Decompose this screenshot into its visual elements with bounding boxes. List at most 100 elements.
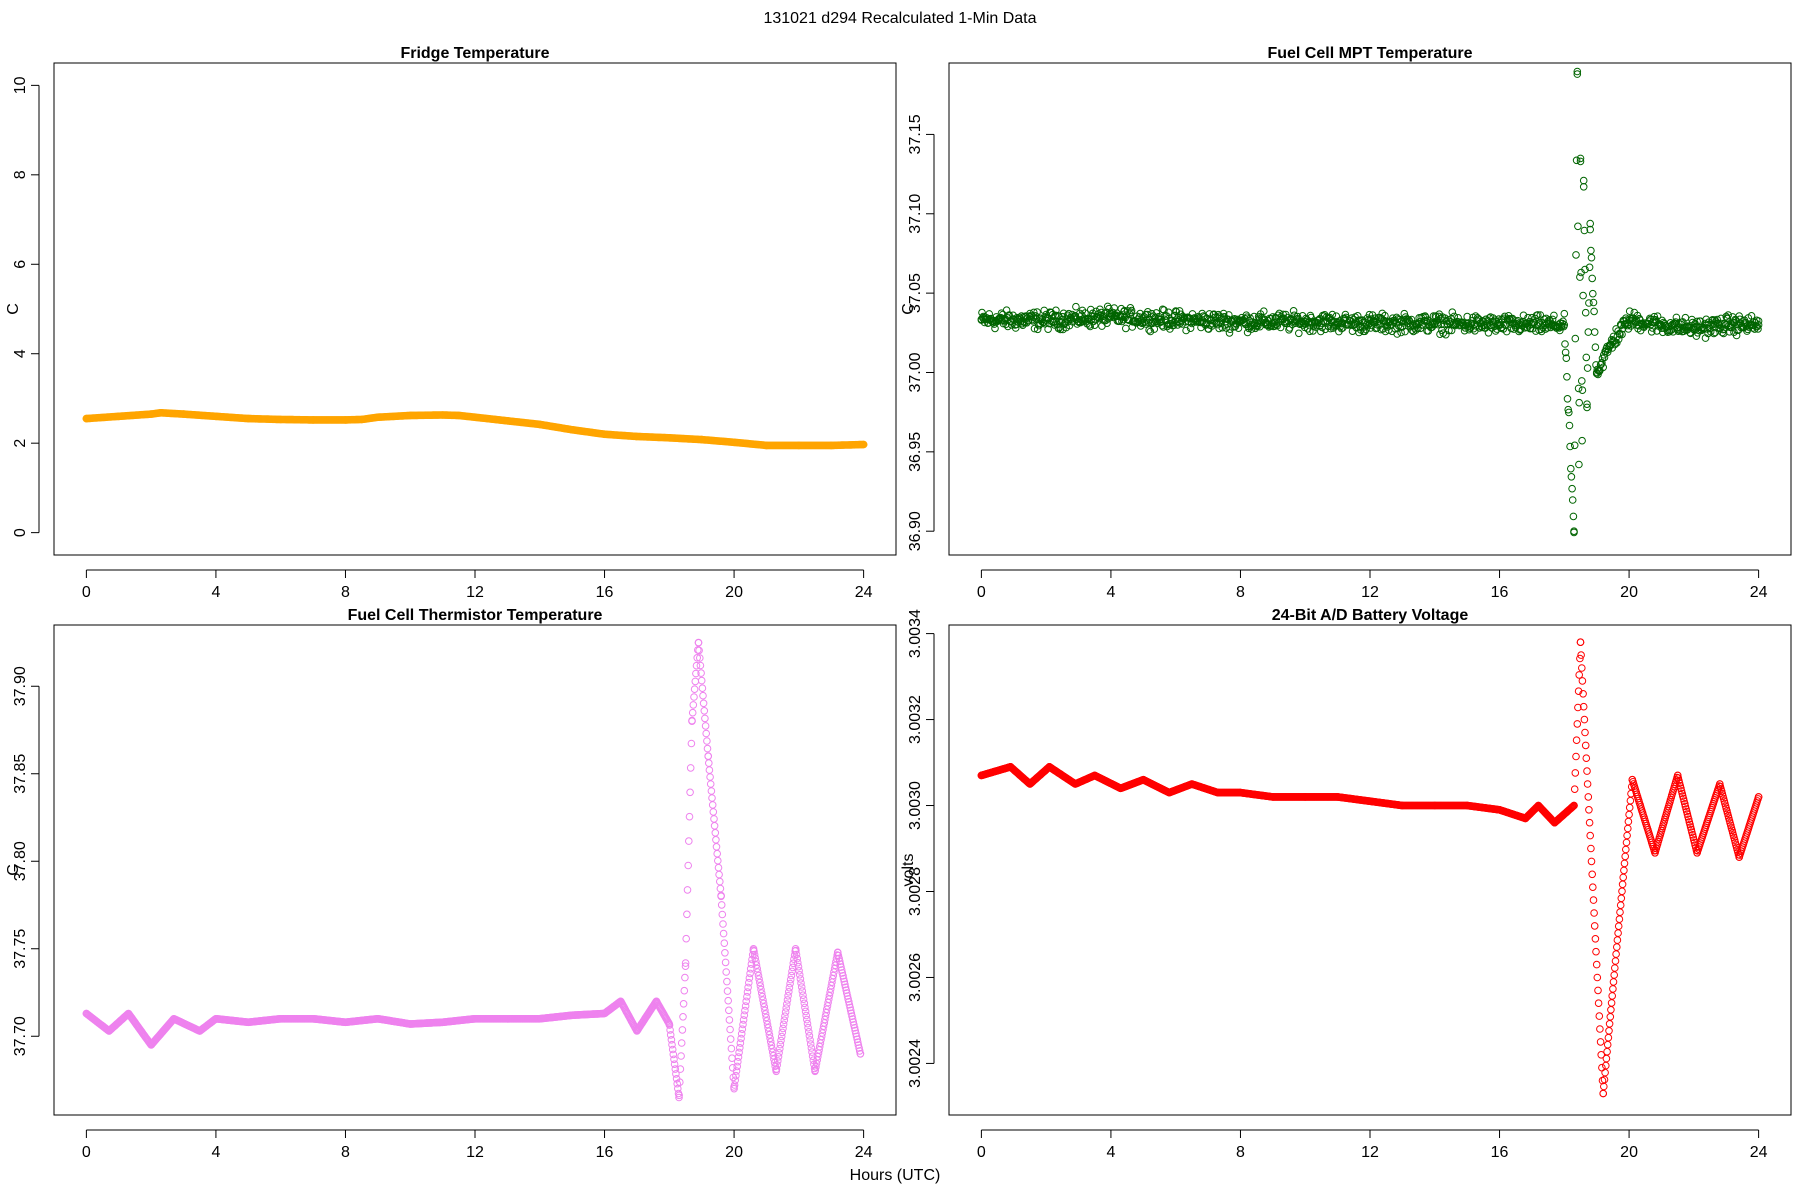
thermistor-point xyxy=(725,1006,733,1015)
mpt-point xyxy=(1171,307,1180,315)
thermistor-point xyxy=(706,780,715,788)
thermistor-point xyxy=(727,1044,736,1053)
mpt-point xyxy=(1341,310,1350,319)
mpt-point xyxy=(1609,336,1617,345)
thermistor-point xyxy=(710,822,719,830)
mpt-point xyxy=(1159,323,1168,331)
battery-point xyxy=(1613,936,1622,944)
thermistor-point xyxy=(726,1035,735,1043)
thermistor-point xyxy=(706,773,714,781)
mpt-point xyxy=(1574,222,1582,231)
thermistor-point xyxy=(709,808,718,816)
battery-point xyxy=(1606,1013,1615,1021)
battery-point xyxy=(1611,964,1619,972)
fridge-point xyxy=(665,434,674,442)
mpt-point xyxy=(1271,322,1279,330)
thermistor-points xyxy=(82,638,865,1102)
mpt-point xyxy=(1436,330,1444,339)
mpt-x-tick-label: 4 xyxy=(1106,584,1115,601)
battery-x-tick-label: 24 xyxy=(1750,1144,1768,1161)
fridge-y-tick-label: 2 xyxy=(12,439,29,448)
thermistor-point xyxy=(687,739,696,748)
thermistor-point xyxy=(700,707,709,715)
mpt-point xyxy=(1568,484,1576,493)
thermistor-y-axis-label: C xyxy=(5,864,22,876)
mpt-point xyxy=(1572,156,1581,165)
thermistor-point xyxy=(710,815,718,823)
mpt-point xyxy=(1590,328,1599,336)
mpt-point xyxy=(1107,313,1115,321)
mpt-title: Fuel Cell MPT Temperature xyxy=(1267,45,1472,62)
thermistor-point xyxy=(699,699,708,708)
mpt-point xyxy=(1400,309,1409,318)
battery-x-tick-label: 8 xyxy=(1236,1144,1245,1161)
mpt-point xyxy=(1589,289,1597,298)
mpt-point xyxy=(1513,316,1522,325)
mpt-x-tick-label: 20 xyxy=(1620,584,1638,601)
mpt-point xyxy=(1337,324,1346,333)
mpt-point xyxy=(1657,321,1666,329)
thermistor-point xyxy=(723,977,731,986)
mpt-point xyxy=(1559,317,1567,326)
mpt-point xyxy=(1599,363,1607,372)
battery-point xyxy=(1626,796,1635,805)
mpt-point xyxy=(1561,340,1569,348)
battery-point xyxy=(1616,901,1625,910)
mpt-point xyxy=(1366,319,1374,328)
mpt-point xyxy=(1754,325,1762,333)
mpt-point xyxy=(1578,377,1586,385)
battery-point xyxy=(1598,1063,1606,1072)
mpt-point xyxy=(1619,316,1627,325)
thermistor-point xyxy=(694,638,703,647)
mpt-point xyxy=(1058,312,1067,321)
thermistor-point xyxy=(714,863,723,872)
thermistor-point xyxy=(724,996,733,1005)
mpt-point xyxy=(1754,317,1763,325)
battery-point xyxy=(1607,999,1616,1007)
mpt-point xyxy=(1306,327,1314,336)
mpt-point xyxy=(1205,310,1214,318)
mpt-point xyxy=(1378,309,1387,318)
battery-point xyxy=(1572,736,1581,745)
mpt-x-tick-label: 12 xyxy=(1361,584,1379,601)
fridge-plot-frame xyxy=(53,62,897,556)
mpt-point xyxy=(1545,316,1554,324)
battery-point xyxy=(1602,1054,1611,1063)
mpt-point xyxy=(1030,308,1038,317)
mpt-point xyxy=(1576,154,1585,163)
thermistor-point xyxy=(712,843,721,851)
mpt-point xyxy=(1618,330,1626,339)
thermistor-point xyxy=(704,752,713,761)
mpt-point xyxy=(1579,176,1588,185)
mpt-point xyxy=(1353,312,1362,320)
battery-point xyxy=(1585,818,1594,827)
fridge-point xyxy=(82,414,91,423)
battery-point xyxy=(1578,677,1587,685)
thermistor-point xyxy=(711,829,720,837)
mpt-y-tick-label: 36.90 xyxy=(907,511,924,551)
mpt-point xyxy=(1587,253,1596,262)
mpt-point xyxy=(1732,331,1741,340)
mpt-plot-frame xyxy=(948,62,1792,556)
thermistor-point xyxy=(716,884,725,893)
mpt-point xyxy=(1495,321,1504,329)
mpt-point xyxy=(1567,473,1576,481)
battery-point xyxy=(1619,873,1627,882)
battery-point xyxy=(1601,1068,1609,1077)
mpt-point xyxy=(1328,310,1337,319)
mpt-point xyxy=(1587,246,1595,255)
fridge-point xyxy=(859,440,868,449)
mpt-point xyxy=(1047,308,1056,317)
fridge-y-tick-label: 4 xyxy=(12,349,29,358)
mpt-point xyxy=(1519,311,1528,320)
battery-point xyxy=(1590,909,1598,917)
mpt-point xyxy=(1448,308,1457,317)
mpt-point xyxy=(1401,327,1409,336)
thermistor-point xyxy=(703,744,712,753)
battery-point xyxy=(1584,793,1593,801)
battery-point xyxy=(1623,831,1631,840)
mpt-point xyxy=(1072,302,1080,311)
battery-point xyxy=(1581,741,1590,750)
mpt-point xyxy=(1445,326,1453,335)
thermistor-point xyxy=(714,856,722,865)
